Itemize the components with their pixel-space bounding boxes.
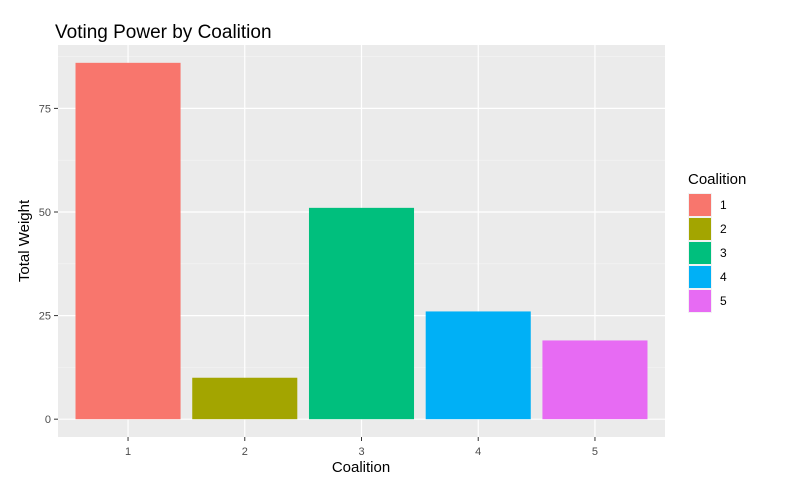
y-tick-label: 0: [45, 414, 51, 426]
legend-swatch: [689, 218, 711, 240]
x-axis-title: Coalition: [332, 459, 390, 476]
y-tick-label: 50: [39, 207, 51, 219]
legend-swatch: [689, 290, 711, 312]
bar: [425, 311, 531, 420]
x-tick-label: 2: [242, 446, 248, 458]
legend-label: 4: [720, 270, 727, 284]
y-axis-title: Total Weight: [16, 199, 33, 282]
bars: [75, 62, 648, 420]
y-tick-label: 25: [39, 311, 51, 323]
x-tick-label: 5: [592, 446, 598, 458]
x-tick-label: 1: [125, 446, 131, 458]
legend-title: Coalition: [688, 171, 746, 188]
bar: [192, 377, 298, 420]
x-axis: 1 2 3 4 5: [125, 437, 598, 458]
y-tick-label: 75: [39, 103, 51, 115]
chart-title: Voting Power by Coalition: [55, 22, 272, 43]
legend-swatch: [689, 242, 711, 264]
legend-items: 1 2 3 4 5: [688, 193, 727, 313]
legend-label: 1: [720, 198, 727, 212]
x-tick-label: 3: [358, 446, 364, 458]
legend-label: 5: [720, 294, 727, 308]
legend-swatch: [689, 266, 711, 288]
legend-swatch: [689, 194, 711, 216]
x-tick-label: 4: [475, 446, 481, 458]
bar: [308, 207, 415, 420]
legend-label: 2: [720, 222, 727, 236]
legend-label: 3: [720, 246, 727, 260]
y-axis: 0 25 50 75: [39, 103, 58, 426]
bar: [75, 62, 181, 420]
legend: Coalition 1 2 3 4 5: [688, 171, 746, 313]
bar: [542, 340, 648, 420]
